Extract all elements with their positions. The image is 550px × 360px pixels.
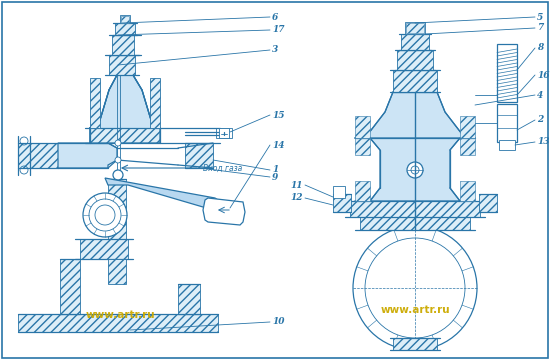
Bar bbox=[397, 50, 433, 70]
Polygon shape bbox=[58, 143, 117, 168]
Bar bbox=[460, 116, 475, 138]
Bar bbox=[90, 78, 100, 128]
Bar bbox=[333, 186, 345, 198]
Bar bbox=[90, 128, 160, 143]
Text: 15: 15 bbox=[272, 111, 284, 120]
Text: 17: 17 bbox=[272, 26, 284, 35]
Bar bbox=[109, 55, 135, 75]
Circle shape bbox=[113, 170, 123, 180]
Bar bbox=[460, 137, 475, 155]
Bar bbox=[60, 259, 80, 314]
Bar bbox=[497, 104, 517, 142]
Bar bbox=[405, 22, 425, 34]
Text: 10: 10 bbox=[272, 318, 284, 327]
Bar bbox=[121, 16, 129, 23]
Bar bbox=[497, 44, 517, 102]
Bar bbox=[108, 259, 126, 284]
Bar bbox=[219, 128, 229, 138]
Text: 11: 11 bbox=[290, 180, 303, 189]
Polygon shape bbox=[90, 75, 160, 143]
Text: 14: 14 bbox=[272, 140, 284, 149]
Bar bbox=[120, 15, 130, 23]
Polygon shape bbox=[355, 92, 475, 138]
Bar bbox=[178, 284, 200, 314]
Bar bbox=[350, 201, 480, 217]
Text: 8: 8 bbox=[537, 44, 543, 53]
Bar bbox=[333, 194, 351, 212]
Polygon shape bbox=[355, 138, 475, 201]
Bar bbox=[406, 23, 424, 33]
Bar bbox=[401, 34, 429, 50]
Bar bbox=[393, 338, 437, 350]
Text: www.artr.ru: www.artr.ru bbox=[85, 310, 155, 320]
Text: 7: 7 bbox=[537, 23, 543, 32]
Bar bbox=[355, 116, 370, 138]
Bar bbox=[360, 212, 470, 230]
Bar bbox=[393, 70, 437, 92]
Bar bbox=[216, 128, 232, 138]
Text: 6: 6 bbox=[272, 13, 278, 22]
Bar bbox=[479, 194, 497, 212]
Bar bbox=[108, 179, 126, 259]
Bar bbox=[80, 239, 128, 259]
Text: Вход газа: Вход газа bbox=[203, 163, 242, 172]
Circle shape bbox=[115, 157, 121, 163]
Text: 1: 1 bbox=[272, 166, 278, 175]
Text: www.artr.ru: www.artr.ru bbox=[380, 305, 450, 315]
Text: 13: 13 bbox=[537, 138, 549, 147]
Text: 2: 2 bbox=[537, 116, 543, 125]
Text: 16: 16 bbox=[537, 71, 549, 80]
Bar bbox=[112, 35, 134, 55]
Circle shape bbox=[115, 172, 121, 178]
Circle shape bbox=[353, 226, 477, 350]
Text: 9: 9 bbox=[272, 172, 278, 181]
Bar bbox=[355, 137, 370, 155]
Text: 4: 4 bbox=[537, 90, 543, 99]
Bar bbox=[185, 143, 213, 168]
Text: 12: 12 bbox=[290, 194, 303, 202]
Bar bbox=[115, 23, 135, 35]
Bar bbox=[150, 78, 160, 128]
Bar bbox=[18, 314, 218, 332]
Circle shape bbox=[83, 193, 127, 237]
Bar bbox=[355, 181, 370, 201]
Polygon shape bbox=[105, 178, 225, 212]
Text: 3: 3 bbox=[272, 45, 278, 54]
Circle shape bbox=[115, 140, 121, 146]
Bar bbox=[18, 143, 58, 168]
Bar bbox=[460, 181, 475, 201]
Polygon shape bbox=[203, 198, 245, 225]
Text: 5: 5 bbox=[537, 13, 543, 22]
Bar bbox=[499, 140, 515, 150]
Circle shape bbox=[407, 162, 423, 178]
